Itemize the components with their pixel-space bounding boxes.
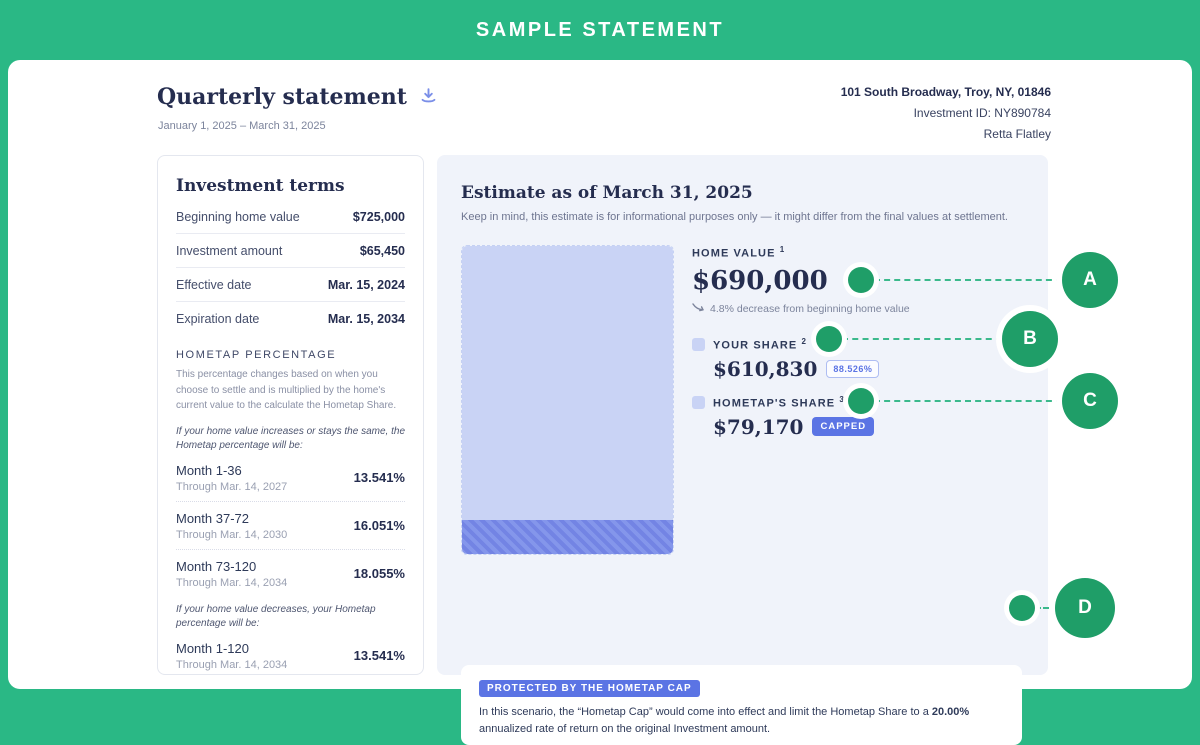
home-value-amount: $690,000 bbox=[692, 265, 828, 296]
home-value-change-note: 4.8% decrease from beginning home value bbox=[692, 302, 1022, 316]
term-label: Effective date bbox=[176, 278, 252, 292]
term-value: $725,000 bbox=[352, 210, 405, 224]
month-percentage: 13.541% bbox=[353, 648, 405, 663]
month-range: Month 37-72 bbox=[176, 510, 249, 526]
month-range: Month 1-120 bbox=[176, 640, 249, 656]
increase-scenario-note: If your home value increases or stays th… bbox=[176, 425, 405, 452]
term-label: Investment amount bbox=[176, 244, 283, 258]
annotation-dot-c bbox=[848, 388, 874, 414]
annotation-circle-a: A bbox=[1062, 252, 1118, 308]
month-through-date: Through Mar. 14, 2027 bbox=[176, 480, 288, 493]
month-range: Month 1-36 bbox=[176, 462, 242, 478]
footnote-3: 3 bbox=[839, 394, 845, 404]
percentage-row-month-73-120: Month 73-120 Through Mar. 14, 2034 18.05… bbox=[176, 550, 405, 597]
month-percentage: 18.055% bbox=[353, 566, 405, 581]
term-value: Mar. 15, 2024 bbox=[327, 278, 405, 292]
hometap-share-bar-segment bbox=[462, 520, 673, 554]
hometap-share-value-row: $79,170 CAPPED bbox=[713, 415, 1022, 439]
footnote-1: 1 bbox=[779, 245, 786, 254]
annotation-dot-d bbox=[1009, 595, 1035, 621]
annotation-circle-b: B bbox=[1002, 311, 1058, 367]
cap-text-after: annualized rate of return on the origina… bbox=[479, 723, 771, 736]
decrease-scenario-note: If your home value decreases, your Homet… bbox=[176, 603, 376, 630]
term-value: Mar. 15, 2034 bbox=[327, 312, 405, 326]
estimate-disclaimer: Keep in mind, this estimate is for infor… bbox=[461, 211, 1008, 223]
cap-explanation-text: In this scenario, the “Hometap Cap” woul… bbox=[479, 704, 1004, 738]
term-label: Beginning home value bbox=[176, 210, 300, 224]
estimate-values-column: HOME VALUE 1 $690,000 4.8% decrease from… bbox=[692, 245, 1022, 439]
account-holder-name: Retta Flatley bbox=[983, 127, 1051, 141]
home-value-change-text: 4.8% decrease from beginning home value bbox=[710, 303, 910, 316]
term-value: $65,450 bbox=[359, 244, 405, 258]
term-row-expiration-date: Expiration date Mar. 15, 2034 bbox=[176, 302, 405, 335]
statement-date-range: January 1, 2025 – March 31, 2025 bbox=[158, 120, 326, 132]
term-row-beginning-home-value: Beginning home value $725,000 bbox=[176, 200, 405, 234]
annotation-line-d bbox=[1035, 607, 1057, 609]
hometap-share-label-text: HOMETAP'S SHARE bbox=[713, 397, 836, 410]
annotation-circle-c: C bbox=[1062, 373, 1118, 429]
decrease-arrow-icon bbox=[692, 302, 705, 316]
month-percentage: 16.051% bbox=[353, 518, 405, 533]
annotation-dot-a bbox=[848, 267, 874, 293]
your-share-bar-segment bbox=[462, 246, 673, 520]
estimate-panel: Estimate as of March 31, 2025 Keep in mi… bbox=[437, 155, 1048, 745]
month-through-date: Through Mar. 14, 2034 bbox=[176, 576, 288, 589]
annotation-line-a bbox=[874, 279, 1062, 281]
annotation-line-b bbox=[842, 338, 1002, 340]
account-info: 101 South Broadway, Troy, NY, 01846 Inve… bbox=[841, 82, 1051, 145]
estimate-title: Estimate as of March 31, 2025 bbox=[461, 183, 753, 203]
page-title: Quarterly statement bbox=[157, 84, 407, 110]
month-through-date: Through Mar. 14, 2030 bbox=[176, 528, 288, 541]
term-row-investment-amount: Investment amount $65,450 bbox=[176, 234, 405, 268]
home-value-label-text: HOME VALUE bbox=[692, 247, 776, 260]
annotation-circle-d: D bbox=[1055, 578, 1115, 638]
cap-text-before: In this scenario, the “Hometap Cap” woul… bbox=[479, 706, 932, 718]
term-row-effective-date: Effective date Mar. 15, 2024 bbox=[176, 268, 405, 302]
hometap-percentage-description: This percentage changes based on when yo… bbox=[176, 369, 397, 411]
your-share-legend-swatch bbox=[692, 337, 705, 351]
property-address: 101 South Broadway, Troy, NY, 01846 bbox=[840, 85, 1051, 99]
investment-terms-title: Investment terms bbox=[176, 176, 345, 196]
statement-header: Quarterly statement bbox=[157, 84, 438, 110]
footnote-2: 2 bbox=[801, 336, 808, 346]
your-share-label-text: YOUR SHARE bbox=[713, 339, 798, 352]
cap-rate-value: 20.00% bbox=[931, 706, 970, 718]
annotation-line-c bbox=[874, 400, 1062, 402]
month-percentage: 13.541% bbox=[353, 470, 405, 485]
annotation-dot-b bbox=[816, 326, 842, 352]
home-value-label: HOME VALUE 1 bbox=[692, 245, 1022, 260]
hometap-share-label: HOMETAP'S SHARE 3 bbox=[713, 395, 845, 410]
investment-terms-card: Investment terms Beginning home value $7… bbox=[157, 155, 424, 675]
month-range: Month 73-120 bbox=[176, 558, 257, 574]
home-value-stacked-bar-chart bbox=[461, 245, 674, 555]
statement-page: Quarterly statement January 1, 2025 – Ma… bbox=[8, 60, 1192, 745]
percentage-row-month-1-36: Month 1-36 Through Mar. 14, 2027 13.541% bbox=[176, 454, 405, 502]
hometap-percentage-heading: HOMETAP PERCENTAGE bbox=[176, 349, 337, 361]
hometap-share-legend-swatch bbox=[692, 395, 705, 409]
percentage-row-month-1-120: Month 1-120 Through Mar. 14, 2034 13.541… bbox=[176, 632, 405, 675]
your-share-amount: $610,830 bbox=[713, 356, 818, 381]
sample-statement-banner: SAMPLE STATEMENT bbox=[0, 0, 1200, 60]
protected-by-cap-badge: PROTECTED BY THE HOMETAP CAP bbox=[479, 680, 700, 697]
hometap-cap-card: PROTECTED BY THE HOMETAP CAP In this sce… bbox=[461, 665, 1022, 745]
your-share-value-row: $610,830 88.526% bbox=[713, 357, 1022, 381]
month-through-date: Through Mar. 14, 2034 bbox=[176, 658, 288, 671]
your-share-label: YOUR SHARE 2 bbox=[713, 337, 807, 352]
download-icon bbox=[419, 86, 438, 108]
download-button[interactable] bbox=[419, 86, 438, 108]
term-label: Expiration date bbox=[176, 312, 260, 326]
banner-title: SAMPLE STATEMENT bbox=[475, 18, 725, 41]
capped-badge: CAPPED bbox=[812, 417, 875, 437]
your-share-percent-badge: 88.526% bbox=[826, 359, 880, 378]
hometap-share-amount: $79,170 bbox=[713, 414, 804, 439]
percentage-row-month-37-72: Month 37-72 Through Mar. 14, 2030 16.051… bbox=[176, 502, 405, 550]
investment-id: Investment ID: NY890784 bbox=[913, 106, 1051, 120]
